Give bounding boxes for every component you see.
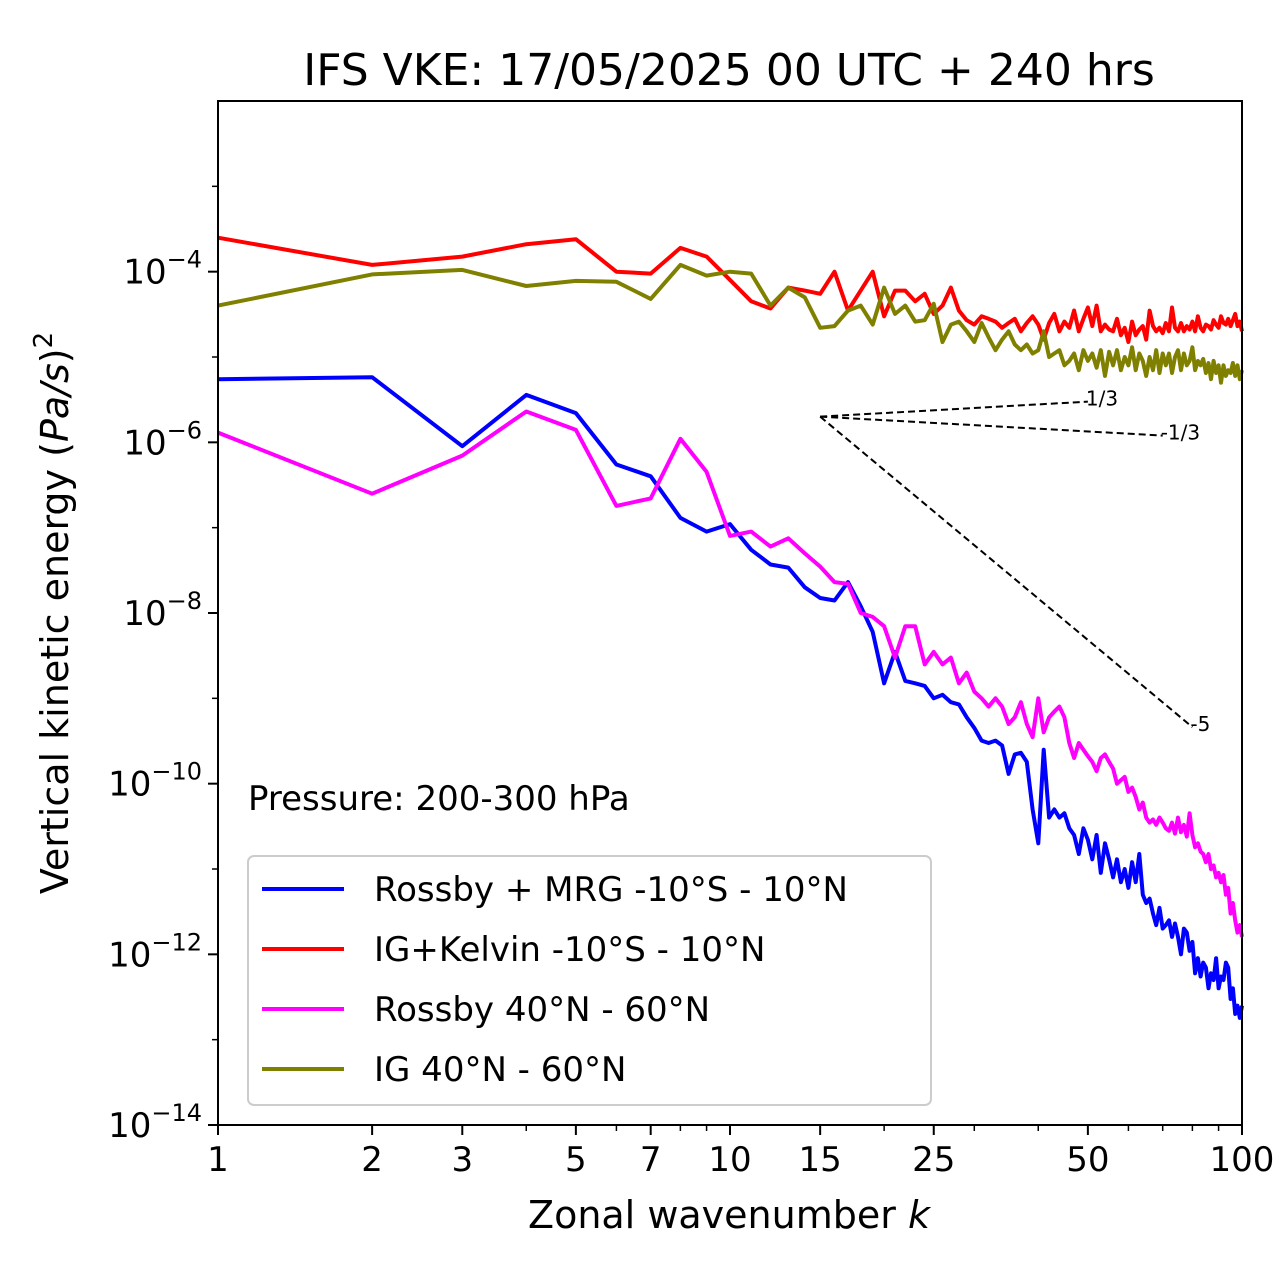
x-tick-label: 50	[1066, 1140, 1109, 1180]
y-tick-base: 10	[108, 765, 151, 805]
x-axis-label: Zonal wavenumber k	[528, 1193, 932, 1237]
reference-slope-line-1	[820, 400, 1088, 418]
series-line-3	[217, 409, 1244, 938]
y-axis-label: Vertical kinetic energy (Pa/s)2	[29, 332, 77, 894]
x-tick-label: 25	[912, 1140, 955, 1180]
y-tick-exponent: −12	[151, 928, 202, 956]
reference-slope-label-2: -1/3	[1161, 421, 1200, 445]
y-tick-label: 10−6	[123, 416, 202, 463]
pressure-annotation: Pressure: 200-300 hPa	[248, 779, 630, 819]
reference-slope-line-3	[819, 415, 1194, 728]
series-layer	[217, 235, 1244, 1020]
y-tick-exponent: −14	[151, 1099, 202, 1127]
y-axis-label-close: )	[33, 348, 77, 363]
y-tick-label: 10−12	[108, 928, 202, 975]
x-tick-label: 7	[640, 1140, 662, 1180]
y-tick-exponent: −6	[167, 416, 202, 444]
y-tick-base: 10	[108, 1106, 151, 1146]
chart-title: IFS VKE: 17/05/2025 00 UTC + 240 hrs	[303, 45, 1155, 96]
legend-label-3: Rossby 40°N - 60°N	[374, 990, 710, 1030]
y-tick-label: 10−14	[108, 1099, 202, 1146]
y-tick-exponent: −4	[167, 246, 202, 274]
reference-slope-label-3: -5	[1190, 712, 1210, 736]
legend-label-2: IG+Kelvin -10°S - 10°N	[374, 930, 765, 970]
y-axis-label-exponent: 2	[29, 332, 59, 349]
y-tick-base: 10	[108, 935, 151, 975]
x-tick-label: 100	[1210, 1140, 1275, 1180]
x-tick-label: 10	[708, 1140, 751, 1180]
y-tick-base: 10	[123, 423, 166, 463]
x-tick-label: 2	[361, 1140, 383, 1180]
x-tick-label: 5	[565, 1140, 587, 1180]
reference-slope-label-1: 1/3	[1086, 387, 1118, 411]
y-axis-label-variable: Pa/s	[33, 363, 77, 442]
y-axis-label-text: Vertical kinetic energy (	[33, 442, 77, 894]
y-tick-label: 10−8	[123, 587, 202, 634]
x-axis: 1 2 3 5 7 10 15 25 50 100	[207, 1125, 1274, 1180]
reference-slopes: 1/3 -1/3 -5	[819, 387, 1210, 736]
x-axis-label-variable: k	[908, 1193, 932, 1237]
y-tick-exponent: −8	[167, 587, 202, 615]
y-tick-label: 10−4	[123, 246, 202, 293]
x-tick-label: 3	[451, 1140, 473, 1180]
x-tick-label: 1	[207, 1140, 229, 1180]
y-tick-base: 10	[123, 594, 166, 634]
legend-label-4: IG 40°N - 60°N	[374, 1050, 626, 1090]
y-tick-base: 10	[123, 253, 166, 293]
x-axis-label-text: Zonal wavenumber	[528, 1193, 908, 1237]
reference-slope-line-2	[820, 415, 1163, 437]
x-tick-label: 15	[799, 1140, 842, 1180]
y-tick-exponent: −10	[151, 758, 202, 786]
legend-label-1: Rossby + MRG -10°S - 10°N	[374, 870, 848, 910]
legend: Rossby + MRG -10°S - 10°N IG+Kelvin -10°S…	[247, 855, 932, 1106]
series-line-2	[217, 235, 1244, 344]
legend-box	[247, 855, 932, 1106]
series-line-4	[217, 262, 1244, 385]
y-tick-label: 10−10	[108, 758, 202, 805]
